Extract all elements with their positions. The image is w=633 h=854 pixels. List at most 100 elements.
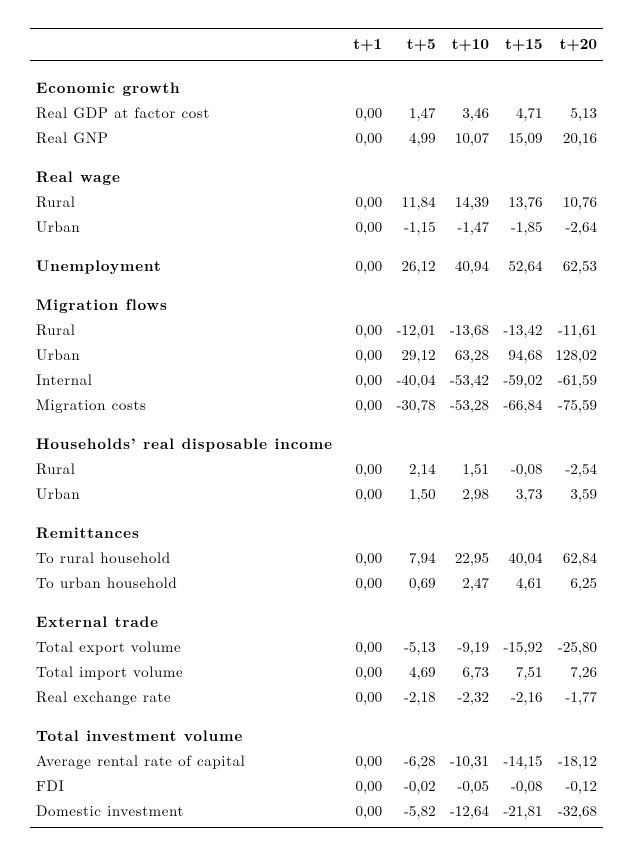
value-cell: 0,00 xyxy=(339,798,388,823)
value-cell: 3,59 xyxy=(549,481,603,506)
value-cell: 52,64 xyxy=(495,239,548,278)
col-header-t5: t+5 xyxy=(388,29,441,61)
value-cell: 1,47 xyxy=(388,100,441,125)
value-cell: 0,00 xyxy=(339,189,388,214)
value-cell: 7,26 xyxy=(549,659,603,684)
col-header-t20: t+20 xyxy=(549,29,603,61)
row-label: Urban xyxy=(30,481,339,506)
value-cell: -2,32 xyxy=(442,684,495,709)
section-title-row: Unemployment0,0026,1240,9452,6462,53 xyxy=(30,239,603,278)
value-cell: 7,94 xyxy=(388,545,441,570)
table-row: Urban0,00-1,15-1,47-1,85-2,64 xyxy=(30,214,603,239)
value-cell: 0,00 xyxy=(339,570,388,595)
table-row: Migration costs0,00-30,78-53,28-66,84-75… xyxy=(30,392,603,417)
value-cell: -21,81 xyxy=(495,798,548,823)
value-cell: 0,00 xyxy=(339,342,388,367)
table-row: Domestic investment0,00-5,82-12,64-21,81… xyxy=(30,798,603,823)
col-header-t10: t+10 xyxy=(442,29,495,61)
table-row: Average rental rate of capital0,00-6,28-… xyxy=(30,748,603,773)
table-row: To urban household0,000,692,474,616,25 xyxy=(30,570,603,595)
value-cell: 4,61 xyxy=(495,570,548,595)
value-cell: -0,12 xyxy=(549,773,603,798)
row-label: Migration costs xyxy=(30,392,339,417)
row-label: Total import volume xyxy=(30,659,339,684)
value-cell: 4,71 xyxy=(495,100,548,125)
value-cell: 29,12 xyxy=(388,342,441,367)
row-label: Internal xyxy=(30,367,339,392)
table-row: Internal0,00-40,04-53,42-59,02-61,59 xyxy=(30,367,603,392)
table-row: Urban0,0029,1263,2894,68128,02 xyxy=(30,342,603,367)
value-cell: 94,68 xyxy=(495,342,548,367)
value-cell: 0,00 xyxy=(339,773,388,798)
row-label: Total export volume xyxy=(30,634,339,659)
value-cell: 10,76 xyxy=(549,189,603,214)
value-cell: 0,00 xyxy=(339,456,388,481)
value-cell: 62,53 xyxy=(549,239,603,278)
table-header: t+1 t+5 t+10 t+15 t+20 xyxy=(30,29,603,61)
value-cell: 128,02 xyxy=(549,342,603,367)
value-cell: -0,08 xyxy=(495,773,548,798)
col-header-t1: t+1 xyxy=(339,29,388,61)
value-cell: -25,80 xyxy=(549,634,603,659)
value-cell: -1,77 xyxy=(549,684,603,709)
row-label: Urban xyxy=(30,342,339,367)
table-row: Urban0,001,502,983,733,59 xyxy=(30,481,603,506)
value-cell: 4,69 xyxy=(388,659,441,684)
table-body: Economic growthReal GDP at factor cost0,… xyxy=(30,61,603,824)
row-label: Rural xyxy=(30,189,339,214)
value-cell: -40,04 xyxy=(388,367,441,392)
section-title: Economic growth xyxy=(30,61,339,100)
value-cell: 2,14 xyxy=(388,456,441,481)
table-row: Rural0,00-12,01-13,68-13,42-11,61 xyxy=(30,317,603,342)
value-cell: -1,85 xyxy=(495,214,548,239)
table-row: Total export volume0,00-5,13-9,19-15,92-… xyxy=(30,634,603,659)
table-footer-rule xyxy=(30,823,603,828)
value-cell: -14,15 xyxy=(495,748,548,773)
row-label: Real exchange rate xyxy=(30,684,339,709)
value-cell: -2,18 xyxy=(388,684,441,709)
section-title-row: Remittances xyxy=(30,506,603,545)
section-title-row: Migration flows xyxy=(30,278,603,317)
section-title: Unemployment xyxy=(30,239,339,278)
section-title: External trade xyxy=(30,595,339,634)
value-cell: 0,00 xyxy=(339,239,388,278)
value-cell: -13,42 xyxy=(495,317,548,342)
value-cell: 0,00 xyxy=(339,367,388,392)
table-row: Real GNP0,004,9910,0715,0920,16 xyxy=(30,125,603,150)
section-title-row: Real wage xyxy=(30,150,603,189)
value-cell: -13,68 xyxy=(442,317,495,342)
value-cell: 15,09 xyxy=(495,125,548,150)
value-cell: -1,47 xyxy=(442,214,495,239)
value-cell: 26,12 xyxy=(388,239,441,278)
table-row: Rural0,002,141,51-0,08-2,54 xyxy=(30,456,603,481)
row-label: Real GDP at factor cost xyxy=(30,100,339,125)
value-cell: 62,84 xyxy=(549,545,603,570)
value-cell: -11,61 xyxy=(549,317,603,342)
value-cell: -15,92 xyxy=(495,634,548,659)
value-cell: -53,42 xyxy=(442,367,495,392)
value-cell: -6,28 xyxy=(388,748,441,773)
value-cell: -75,59 xyxy=(549,392,603,417)
value-cell: 4,99 xyxy=(388,125,441,150)
value-cell: 10,07 xyxy=(442,125,495,150)
row-label: Average rental rate of capital xyxy=(30,748,339,773)
value-cell: -2,16 xyxy=(495,684,548,709)
value-cell: 0,00 xyxy=(339,684,388,709)
value-cell: 14,39 xyxy=(442,189,495,214)
row-label: Rural xyxy=(30,456,339,481)
section-title: Migration flows xyxy=(30,278,339,317)
row-label: Rural xyxy=(30,317,339,342)
value-cell: 0,00 xyxy=(339,659,388,684)
value-cell: -1,15 xyxy=(388,214,441,239)
value-cell: 2,98 xyxy=(442,481,495,506)
section-title-row: Households’ real disposable income xyxy=(30,417,603,456)
value-cell: -66,84 xyxy=(495,392,548,417)
value-cell: 0,00 xyxy=(339,125,388,150)
value-cell: -59,02 xyxy=(495,367,548,392)
value-cell: 11,84 xyxy=(388,189,441,214)
value-cell: -0,05 xyxy=(442,773,495,798)
value-cell: -53,28 xyxy=(442,392,495,417)
value-cell: 1,51 xyxy=(442,456,495,481)
row-label: To rural household xyxy=(30,545,339,570)
value-cell: 40,94 xyxy=(442,239,495,278)
